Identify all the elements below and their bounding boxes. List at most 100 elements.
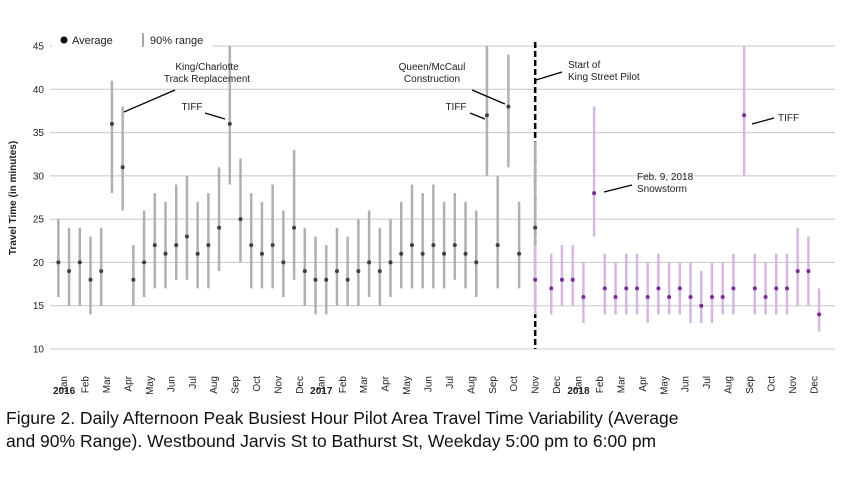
average-dot <box>227 121 232 126</box>
average-dot <box>281 260 286 265</box>
average-dot <box>656 286 661 291</box>
annotation-pointer <box>469 112 486 120</box>
average-dot <box>624 286 629 291</box>
annotation: Start of <box>568 60 600 71</box>
average-dot <box>784 286 789 291</box>
average-dot <box>356 269 361 274</box>
annotation-pointer <box>535 71 563 81</box>
average-dot <box>688 295 693 300</box>
average-dot <box>88 277 93 282</box>
annotation: Track Replacement <box>164 74 251 85</box>
average-dot <box>699 303 704 308</box>
annotation-pointer <box>751 117 775 125</box>
average-dot <box>592 191 597 196</box>
average-dot <box>77 260 82 265</box>
average-dot <box>249 243 254 248</box>
y-tick-label: 35 <box>33 128 45 139</box>
annotation: Snowstorm <box>637 184 687 195</box>
annotation: TIFF <box>181 102 202 113</box>
y-tick-label: 25 <box>33 215 45 226</box>
x-tick-label: Apr <box>381 375 392 391</box>
average-dot <box>120 165 125 170</box>
average-dot <box>817 312 822 317</box>
x-tick-label: Mar <box>359 375 370 393</box>
x-tick-label: Nov <box>788 376 799 394</box>
average-dot <box>334 269 339 274</box>
average-dot <box>634 286 639 291</box>
average-dot <box>720 295 725 300</box>
average-dot <box>506 104 511 109</box>
x-tick-label: Jul <box>445 376 456 389</box>
x-tick-label: Jul <box>702 376 713 389</box>
annotation-pointer <box>603 184 633 193</box>
y-tick-label: 30 <box>33 171 45 182</box>
x-tick-label: Jan <box>59 376 70 392</box>
y-tick-label: 20 <box>33 258 45 269</box>
average-dot <box>420 251 425 256</box>
average-dot <box>774 286 779 291</box>
average-dot <box>206 243 211 248</box>
average-dot <box>313 277 318 282</box>
average-dot <box>742 113 747 118</box>
year-label: 2018 <box>567 386 590 397</box>
caption: and 90% Range). Westbound Jarvis St to B… <box>6 431 656 451</box>
average-dot <box>763 295 768 300</box>
average-dot <box>495 243 500 248</box>
y-tick-label: 45 <box>33 42 45 53</box>
average-dot <box>709 295 714 300</box>
annotation: Construction <box>404 74 460 85</box>
average-dot <box>259 251 264 256</box>
x-tick-label: Oct <box>509 376 520 392</box>
average-dot <box>442 251 447 256</box>
average-dot <box>795 269 800 274</box>
average-dot <box>645 295 650 300</box>
average-dot <box>270 243 275 248</box>
average-dot <box>602 286 607 291</box>
average-dot <box>677 286 682 291</box>
annotation-pointer <box>123 89 176 113</box>
x-tick-label: Nov <box>531 376 542 394</box>
average-dot <box>452 243 457 248</box>
average-dot <box>142 260 147 265</box>
x-tick-label: Jan <box>316 376 327 392</box>
x-tick-label: Feb <box>81 376 92 394</box>
x-tick-label: Jun <box>166 376 177 392</box>
x-tick-label: Aug <box>466 376 477 394</box>
x-tick-label: Aug <box>724 376 735 394</box>
x-tick-label: Nov <box>274 376 285 394</box>
average-dot <box>99 269 104 274</box>
annotation: TIFF <box>445 102 466 113</box>
x-tick-label: Dec <box>809 376 820 394</box>
average-dot <box>131 277 136 282</box>
legend-box <box>52 33 212 47</box>
average-dot <box>109 121 114 126</box>
average-dot <box>56 260 61 265</box>
average-dot <box>533 277 538 282</box>
average-dot <box>399 251 404 256</box>
average-dot <box>570 277 575 282</box>
caption: Figure 2. Daily Afternoon Peak Busiest H… <box>6 408 678 428</box>
x-tick-label: Aug <box>209 376 220 394</box>
x-tick-label: Mar <box>616 375 627 393</box>
average-dot <box>409 243 414 248</box>
average-dot <box>806 269 811 274</box>
x-tick-label: Jul <box>188 376 199 389</box>
x-tick-label: Feb <box>338 376 349 394</box>
x-tick-label: Jun <box>424 376 435 392</box>
x-tick-label: Oct <box>766 376 777 392</box>
legend-label: Average <box>72 35 113 47</box>
average-dot <box>549 286 554 291</box>
y-tick-label: 15 <box>33 301 45 312</box>
average-dot <box>752 286 757 291</box>
average-dot <box>388 260 393 265</box>
y-tick-label: 40 <box>33 85 45 96</box>
x-tick-label: Dec <box>295 376 306 394</box>
y-tick-label: 10 <box>33 345 45 356</box>
average-dot <box>184 234 189 239</box>
annotation: King/Charlotte <box>175 62 239 73</box>
annotation: Feb. 9, 2018 <box>637 172 694 183</box>
average-dot <box>581 295 586 300</box>
average-dot <box>533 225 538 230</box>
x-tick-label: Dec <box>552 376 563 394</box>
